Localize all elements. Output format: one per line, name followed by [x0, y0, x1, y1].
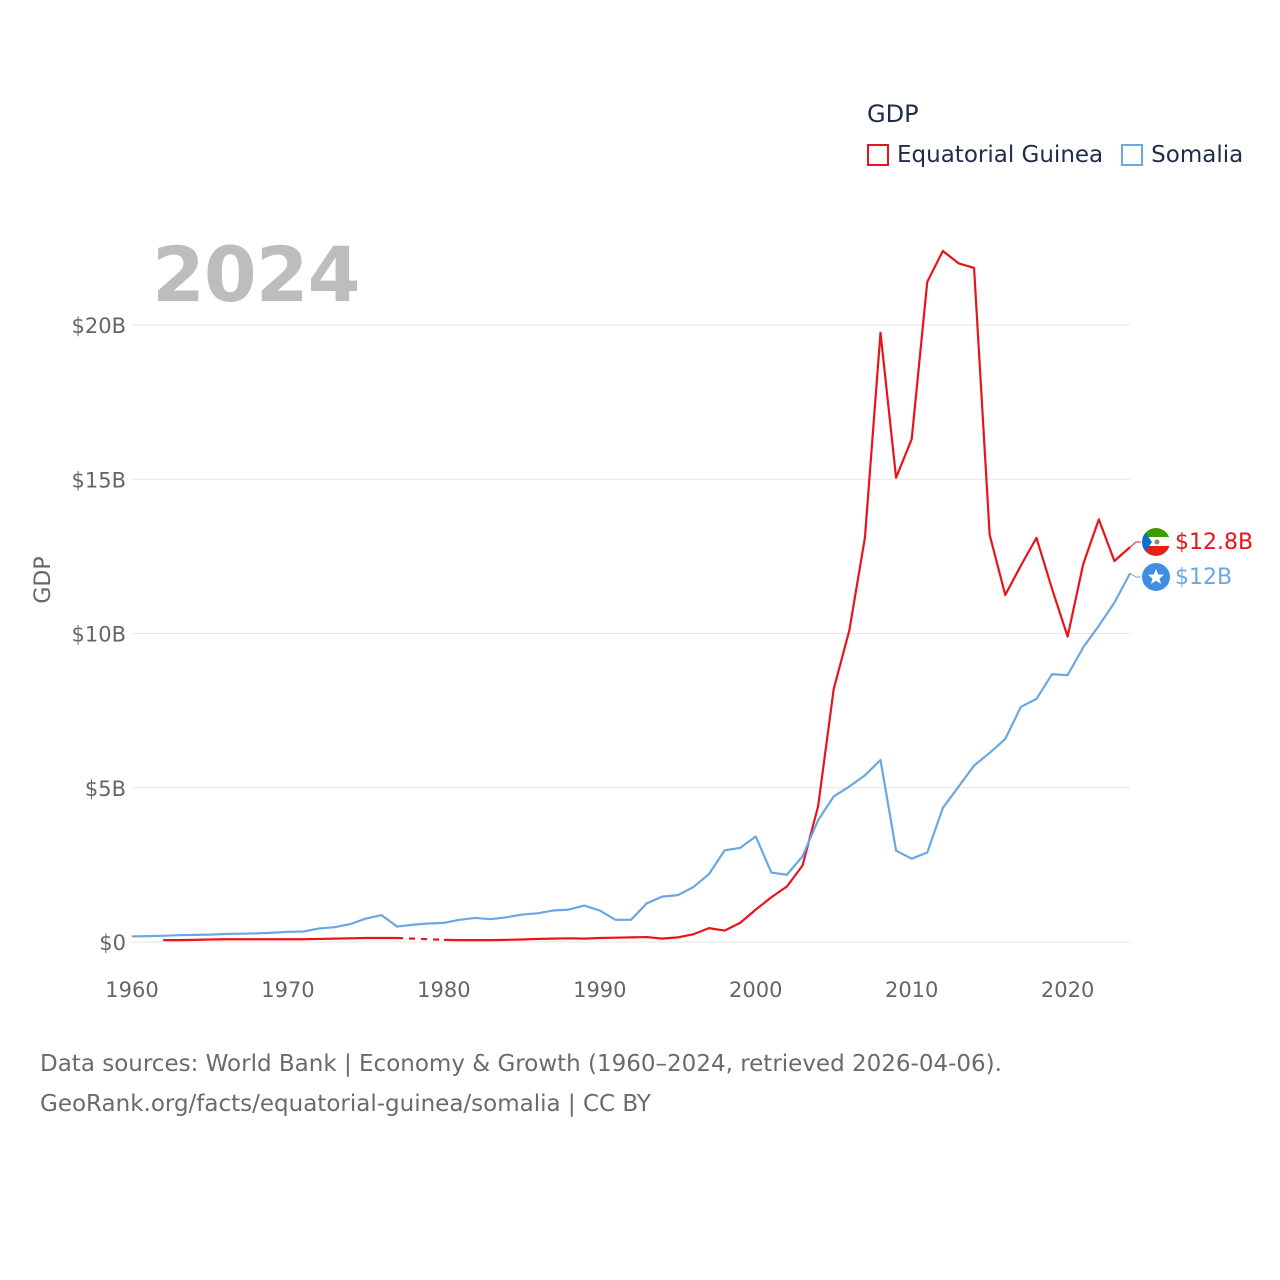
y-tick-label: $0 [99, 931, 126, 955]
somalia-flag-icon [1142, 563, 1170, 591]
y-tick-label: $20B [72, 314, 127, 338]
legend-swatch-equatorial-guinea [867, 144, 889, 166]
footer-sources: Data sources: World Bank | Economy & Gro… [40, 1051, 1002, 1077]
x-tick-label: 1960 [105, 978, 158, 1002]
footer-link[interactable]: GeoRank.org/facts/equatorial-guinea/soma… [40, 1091, 651, 1117]
legend-item-somalia[interactable]: Somalia [1121, 142, 1243, 168]
end-leader-somalia [1129, 572, 1141, 578]
end-label-equatorial-guinea: $12.8B [1175, 530, 1253, 555]
x-tick-label: 2020 [1041, 978, 1094, 1002]
legend-item-equatorial-guinea[interactable]: Equatorial Guinea [867, 142, 1103, 168]
x-tick-label: 2010 [885, 978, 938, 1002]
footer: Data sources: World Bank | Economy & Gro… [40, 1044, 1002, 1124]
y-tick-label: $5B [85, 777, 126, 801]
y-axis-label: GDP [31, 556, 56, 603]
equatorial-guinea-flag-icon [1142, 528, 1170, 556]
x-tick-label: 1970 [261, 978, 314, 1002]
x-tick-label: 1980 [417, 978, 470, 1002]
x-tick-label: 2000 [729, 978, 782, 1002]
series-line-equatorial-guinea [443, 249, 1131, 942]
series-gap-equatorial-guinea [397, 936, 444, 941]
y-tick-label: $15B [72, 468, 127, 492]
current-year-label: 2024 [152, 230, 361, 319]
x-tick-label: 1990 [573, 978, 626, 1002]
legend: Equatorial Guinea Somalia [867, 142, 1261, 168]
y-tick-label: $10B [72, 623, 127, 647]
legend-title: GDP [867, 100, 919, 128]
legend-swatch-somalia [1121, 144, 1144, 166]
end-leader-equatorial-guinea [1129, 541, 1141, 548]
legend-label-equatorial-guinea: Equatorial Guinea [897, 142, 1104, 168]
end-label-somalia: $12B [1175, 565, 1232, 590]
legend-label-somalia: Somalia [1151, 142, 1244, 168]
series-line-equatorial-guinea [163, 936, 398, 942]
series-line-somalia [131, 572, 1131, 938]
